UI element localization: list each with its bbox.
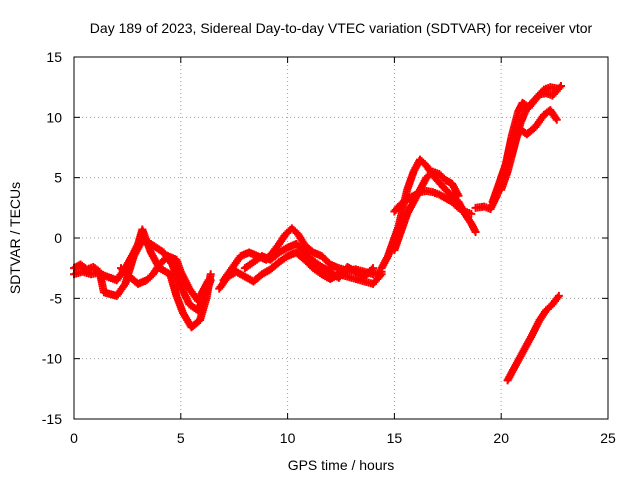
y-tick-label: -5 bbox=[50, 290, 63, 306]
x-axis-label: GPS time / hours bbox=[288, 457, 395, 473]
x-tick-label: 5 bbox=[177, 430, 185, 446]
y-tick-label: 10 bbox=[46, 109, 62, 125]
data-point bbox=[554, 291, 563, 300]
x-tick-label: 10 bbox=[280, 430, 296, 446]
y-tick-label: 5 bbox=[54, 170, 62, 186]
series-track-c bbox=[116, 252, 213, 305]
y-tick-label: -15 bbox=[42, 411, 62, 427]
x-tick-label: 0 bbox=[70, 430, 78, 446]
data-point bbox=[367, 265, 376, 274]
y-tick-label: 0 bbox=[54, 230, 62, 246]
series-track-i bbox=[390, 186, 476, 218]
x-tick-label: 15 bbox=[387, 430, 403, 446]
series-track-f bbox=[240, 240, 378, 282]
y-tick-label: -10 bbox=[42, 351, 62, 367]
data-point bbox=[551, 114, 560, 123]
y-tick-label: 15 bbox=[46, 49, 62, 65]
data-point bbox=[552, 115, 561, 124]
data-point bbox=[206, 270, 215, 279]
data-point bbox=[204, 276, 213, 285]
data-point bbox=[557, 81, 566, 90]
series-track-h bbox=[390, 167, 463, 255]
x-tick-label: 20 bbox=[493, 430, 509, 446]
series-track-m bbox=[503, 291, 563, 385]
data-point bbox=[454, 191, 463, 200]
data-point bbox=[555, 83, 564, 92]
series-track-e bbox=[215, 248, 386, 293]
data-point bbox=[467, 209, 476, 218]
series-track-l bbox=[497, 81, 566, 194]
data-points bbox=[70, 81, 566, 385]
data-point bbox=[376, 271, 385, 280]
y-axis-label: SDTVAR / TECUs bbox=[7, 182, 23, 294]
data-point bbox=[369, 264, 378, 273]
chart-title: Day 189 of 2023, Sidereal Day-to-day VTE… bbox=[90, 20, 593, 36]
x-tick-label: 25 bbox=[600, 430, 616, 446]
axis-ticks: 0 5 10 15 20 25 -15 -10 -5 0 5 10 15 bbox=[42, 49, 616, 446]
data-point bbox=[471, 227, 480, 236]
